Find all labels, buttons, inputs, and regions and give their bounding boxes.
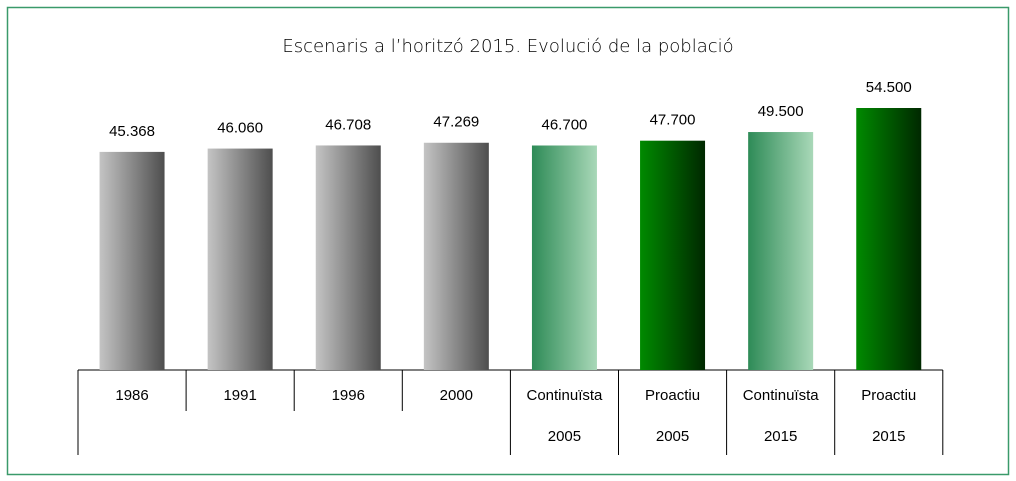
chart-frame bbox=[6, 6, 1010, 476]
x-tick-label: 1996 bbox=[332, 387, 365, 404]
bar bbox=[748, 132, 814, 370]
x-subtick-label: 2015 bbox=[764, 428, 797, 445]
x-tick-label: 1986 bbox=[115, 387, 148, 404]
bar bbox=[207, 148, 273, 370]
bar bbox=[856, 108, 922, 370]
value-label: 54.500 bbox=[866, 79, 912, 96]
value-label: 47.269 bbox=[433, 114, 479, 131]
x-tick-label: Continuïsta bbox=[743, 387, 820, 404]
chart-title: Escenaris a l’horitzó 2015. Evolució de … bbox=[282, 36, 733, 57]
value-label: 47.700 bbox=[650, 112, 696, 129]
x-subtick-label: 2015 bbox=[872, 428, 905, 445]
x-subtick-label: 2005 bbox=[656, 428, 689, 445]
value-label: 45.368 bbox=[109, 123, 155, 140]
value-label: 46.708 bbox=[325, 116, 371, 133]
x-tick-label: 2000 bbox=[440, 387, 473, 404]
x-subtick-label: 2005 bbox=[548, 428, 581, 445]
value-label: 46.700 bbox=[542, 116, 588, 133]
x-tick-label: Proactiu bbox=[645, 387, 700, 404]
bar bbox=[99, 151, 165, 370]
value-label: 49.500 bbox=[758, 103, 804, 120]
bar bbox=[315, 145, 381, 370]
value-label: 46.060 bbox=[217, 120, 263, 137]
x-tick-label: Proactiu bbox=[861, 387, 916, 404]
x-tick-label: Continuïsta bbox=[527, 387, 604, 404]
bar bbox=[423, 142, 489, 370]
x-tick-label: 1991 bbox=[223, 387, 256, 404]
bar bbox=[531, 145, 597, 370]
bar bbox=[640, 140, 706, 370]
